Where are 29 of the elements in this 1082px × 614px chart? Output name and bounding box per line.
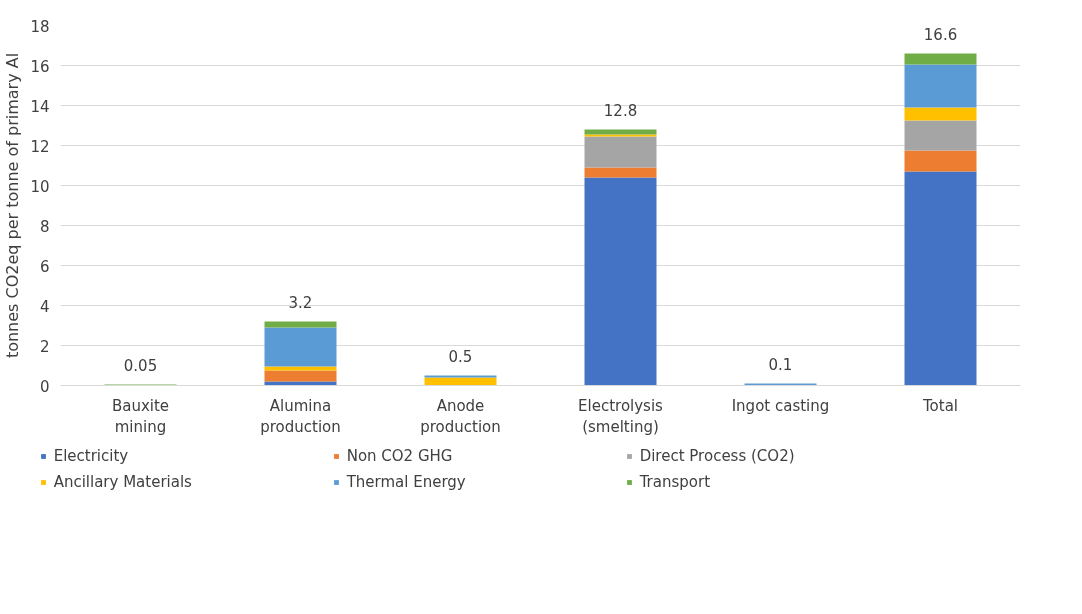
legend-label: Thermal Energy [346, 473, 467, 491]
y-tick-label: 0 [39, 377, 50, 396]
x-tick-label: Bauxite mining [111, 396, 170, 437]
total-label: 12.8 [603, 101, 638, 120]
legend-label: Electricity [53, 447, 130, 465]
total-label: 0.05 [123, 356, 158, 375]
total-label: 0.5 [448, 347, 473, 366]
x-tick-label: Total [921, 396, 959, 415]
legend-label: Direct Process (CO2) [639, 447, 796, 465]
legend-label: Transport [639, 473, 712, 491]
y-tick-label: 6 [39, 257, 50, 276]
x-tick-label: Electrolysis (smelting) [578, 396, 664, 437]
total-label: 3.2 [288, 293, 313, 312]
x-tick-label: Alumina production [260, 396, 341, 437]
total-label: 16.6 [923, 25, 958, 44]
y-tick-label: 18 [30, 17, 50, 36]
y-axis-title: tonnes CO2eq per tonne of primary Al [3, 52, 23, 359]
legend-label: Non CO2 GHG [346, 447, 454, 465]
legend-label: Ancillary Materials [53, 473, 193, 491]
y-tick-label: 8 [39, 217, 50, 236]
y-tick-label: 10 [30, 177, 50, 196]
total-label: 0.1 [768, 355, 793, 374]
y-tick-label: 4 [39, 297, 50, 316]
x-tick-label: Ingot casting [731, 396, 830, 415]
x-tick-label: Anode production [420, 396, 501, 437]
y-tick-label: 2 [39, 337, 50, 356]
y-tick-label: 16 [30, 57, 50, 76]
y-tick-label: 12 [30, 137, 50, 156]
y-tick-label: 14 [30, 97, 50, 116]
